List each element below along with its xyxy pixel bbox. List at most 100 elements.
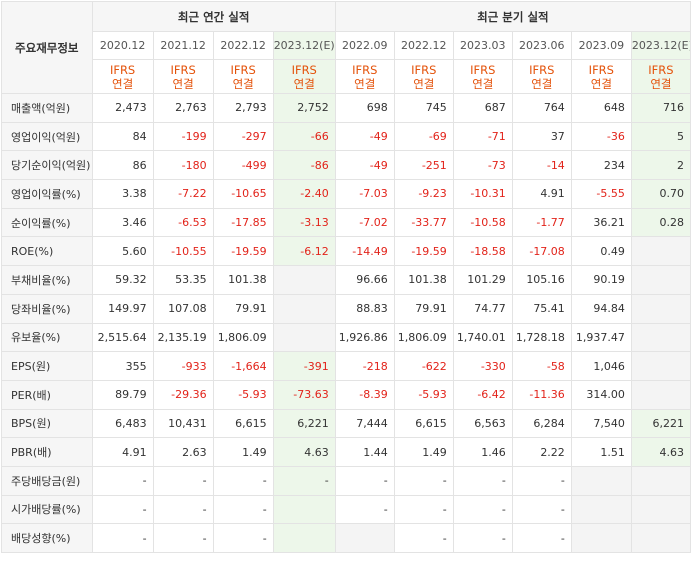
table-cell: -73 <box>452 150 513 181</box>
table-cell: -10.55 <box>152 236 214 267</box>
table-cell: 75.41 <box>511 293 572 324</box>
table-cell: 5 <box>630 121 692 152</box>
period-header: 2023.03 <box>452 31 513 60</box>
table-cell: 6,284 <box>511 408 572 439</box>
table-cell: 1,740.01 <box>452 322 513 353</box>
table-cell: - <box>452 494 513 525</box>
accounting-standard: IFRS 연결 <box>511 59 572 94</box>
table-cell: 149.97 <box>91 293 154 324</box>
standard-ifrs: IFRS <box>291 62 317 77</box>
table-cell: - <box>152 523 214 553</box>
row-label: 당좌비율(%) <box>1 293 93 324</box>
table-cell: 7,540 <box>570 408 632 439</box>
table-cell: 84 <box>91 121 154 152</box>
table-cell: -7.03 <box>334 179 395 209</box>
table-cell: - <box>91 465 154 496</box>
table-cell: -58 <box>511 351 572 381</box>
table-cell: 2.22 <box>511 437 572 467</box>
table-cell: -17.85 <box>212 207 274 238</box>
standard-consolidated: 연결 <box>293 76 315 91</box>
table-cell: -6.12 <box>272 236 336 267</box>
standard-ifrs: IFRS <box>230 62 256 77</box>
table-cell: 107.08 <box>152 293 214 324</box>
standard-consolidated: 연결 <box>472 76 494 91</box>
table-cell: - <box>393 465 454 496</box>
table-row: 시가배당률(%) - - - - - - - <box>1 494 692 525</box>
table-cell: 2 <box>630 150 692 181</box>
table-cell: 2,752 <box>272 93 336 123</box>
table-row: 부채비율(%) 59.32 53.35 101.38 96.66 101.38 101.29… <box>1 265 692 295</box>
table-cell: - <box>272 465 336 496</box>
table-cell: - <box>334 465 395 496</box>
row-label: BPS(원) <box>1 408 93 439</box>
table-cell: -86 <box>272 150 336 181</box>
table-row: PER(배) 89.79 -29.36 -5.93 -73.63 -8.39 -5.93 -6… <box>1 379 692 410</box>
table-cell <box>272 322 336 353</box>
table-cell: -19.59 <box>212 236 274 267</box>
table-cell: -199 <box>152 121 214 152</box>
row-label: 부채비율(%) <box>1 265 93 295</box>
standard-consolidated: 연결 <box>112 76 134 91</box>
table-cell: -14.49 <box>334 236 395 267</box>
table-cell: -5.93 <box>212 379 274 410</box>
table-cell: 1,728.18 <box>511 322 572 353</box>
table-cell: -297 <box>212 121 274 152</box>
accounting-standard: IFRS 연결 <box>393 59 454 94</box>
table-row: ROE(%) 5.60 -10.55 -19.59 -6.12 -14.49 -19.59-… <box>1 236 692 267</box>
table-row: 유보율(%) 2,515.64 2,135.19 1,806.09 1,926.86 1,… <box>1 322 692 353</box>
table-cell: -18.58 <box>452 236 513 267</box>
table-cell: 37 <box>511 121 572 152</box>
annual-results-header: 최근 연간 실적 <box>91 1 336 32</box>
standard-consolidated: 연결 <box>590 76 612 91</box>
table-cell: -73.63 <box>272 379 336 410</box>
table-cell <box>570 465 632 496</box>
table-cell: 2,763 <box>152 93 214 123</box>
table-row: EPS(원) 355 -933 -1,664 -391 -218 -622 -330 -58 1,… <box>1 351 692 381</box>
table-cell <box>630 379 692 410</box>
table-cell: 745 <box>393 93 454 123</box>
table-cell: 6,615 <box>212 408 274 439</box>
table-cell: 6,483 <box>91 408 154 439</box>
table-cell <box>630 523 692 553</box>
row-label: 영업이익(억원) <box>1 121 93 152</box>
table-cell: 2,135.19 <box>152 322 214 353</box>
table-cell: 4.91 <box>511 179 572 209</box>
period-header: 2022.12 <box>393 31 454 60</box>
table-cell: -391 <box>272 351 336 381</box>
table-cell <box>272 293 336 324</box>
table-cell: -10.65 <box>212 179 274 209</box>
table-row: 매출액(억원) 2,473 2,763 2,793 2,752 698 745 687 764 6… <box>1 93 692 123</box>
table-cell <box>630 351 692 381</box>
table-cell: -10.31 <box>452 179 513 209</box>
table-cell <box>570 494 632 525</box>
row-label: 유보율(%) <box>1 322 93 353</box>
table-cell: - <box>452 465 513 496</box>
table-cell: 7,444 <box>334 408 395 439</box>
table-cell: 59.32 <box>91 265 154 295</box>
standard-ifrs: IFRS <box>170 62 196 77</box>
standard-ifrs: IFRS <box>109 62 136 77</box>
row-label: 주당배당금(원) <box>1 465 93 496</box>
table-cell: - <box>452 523 513 553</box>
table-cell: 79.91 <box>212 293 274 324</box>
table-cell: -2.40 <box>272 179 336 209</box>
table-cell: -6.53 <box>152 207 214 238</box>
table-cell: 3.38 <box>91 179 154 209</box>
table-cell <box>272 494 336 525</box>
standard-ifrs: IFRS <box>470 62 496 77</box>
table-cell: 6,563 <box>452 408 513 439</box>
table-cell: 2,793 <box>212 93 274 123</box>
table-cell: 101.38 <box>212 265 274 295</box>
table-cell: -36 <box>570 121 632 152</box>
table-cell: -10.58 <box>452 207 513 238</box>
table-cell: - <box>334 494 395 525</box>
table-cell: -6.42 <box>452 379 513 410</box>
table-cell: 2.63 <box>152 437 214 467</box>
standard-consolidated: 연결 <box>354 76 376 91</box>
table-cell: 6,221 <box>272 408 336 439</box>
table-cell <box>630 265 692 295</box>
standard-ifrs: IFRS <box>648 62 674 77</box>
table-row: 배당성향(%) - - - - - - <box>1 523 692 553</box>
standard-ifrs: IFRS <box>529 62 555 77</box>
table-cell <box>272 265 336 295</box>
